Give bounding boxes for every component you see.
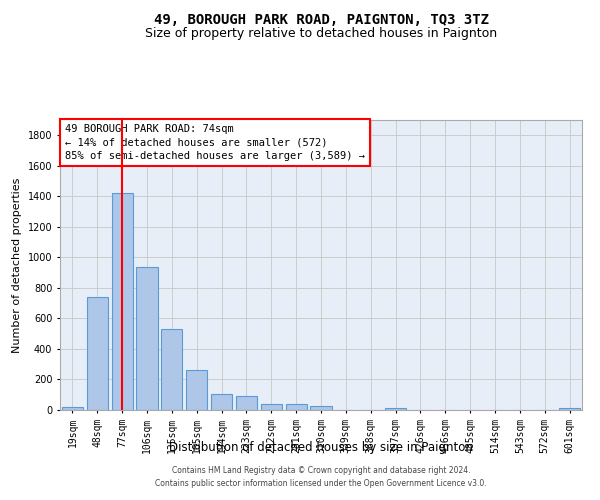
Bar — [161, 329, 182, 410]
Text: 49 BOROUGH PARK ROAD: 74sqm
← 14% of detached houses are smaller (572)
85% of se: 49 BOROUGH PARK ROAD: 74sqm ← 14% of det… — [65, 124, 365, 161]
Text: Distribution of detached houses by size in Paignton: Distribution of detached houses by size … — [169, 441, 473, 454]
Bar — [385, 408, 406, 410]
Bar — [310, 406, 332, 410]
Bar — [559, 408, 580, 410]
Bar — [136, 266, 158, 410]
Text: Contains HM Land Registry data © Crown copyright and database right 2024.
Contai: Contains HM Land Registry data © Crown c… — [155, 466, 487, 487]
Bar — [261, 404, 282, 410]
Bar — [112, 194, 133, 410]
Bar — [236, 396, 257, 410]
Bar — [211, 394, 232, 410]
Y-axis label: Number of detached properties: Number of detached properties — [12, 178, 22, 352]
Bar — [87, 297, 108, 410]
Text: 49, BOROUGH PARK ROAD, PAIGNTON, TQ3 3TZ: 49, BOROUGH PARK ROAD, PAIGNTON, TQ3 3TZ — [154, 12, 488, 26]
Bar — [62, 407, 83, 410]
Bar — [186, 370, 207, 410]
Bar — [286, 404, 307, 410]
Text: Size of property relative to detached houses in Paignton: Size of property relative to detached ho… — [145, 28, 497, 40]
